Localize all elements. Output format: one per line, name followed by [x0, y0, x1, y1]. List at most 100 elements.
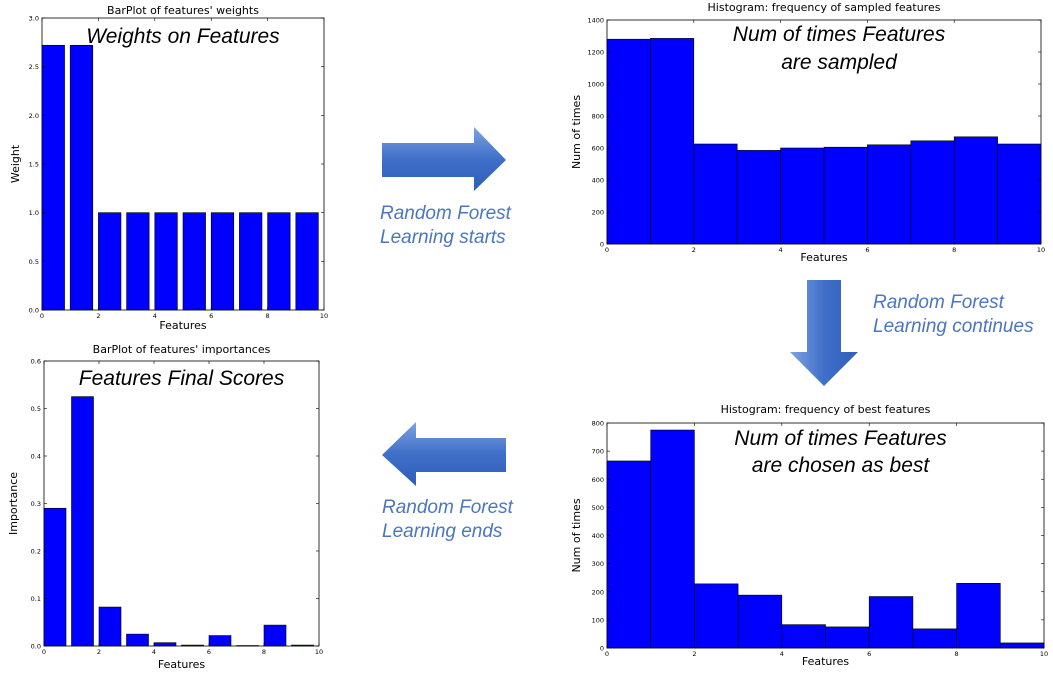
bar-5	[181, 644, 204, 647]
x-tick-label: 4	[780, 650, 784, 658]
bar-4	[781, 624, 826, 649]
bar-8	[263, 624, 287, 647]
bar-9	[997, 143, 1042, 245]
y-tick-label: 200	[592, 588, 604, 596]
x-axis-label: Features	[802, 655, 850, 668]
bar-7	[912, 628, 957, 649]
bar-6	[867, 144, 912, 245]
y-tick-label: 600	[592, 476, 604, 484]
x-tick-label: 0	[40, 312, 44, 320]
weights-chart: BarPlot of features' weights 0 2 4 6 8 10 0.0 0.…	[5, 3, 331, 332]
x-tick-label: 6	[867, 650, 871, 658]
bar-6	[208, 635, 232, 647]
bar-2	[98, 606, 122, 647]
x-tick-label: 2	[692, 246, 696, 254]
y-tick-label: 800	[592, 420, 604, 428]
y-tick-label: 0.4	[31, 453, 41, 461]
x-tick-label: 6	[209, 312, 213, 320]
chart-annotation: Num of times Features	[734, 427, 947, 450]
bar-3	[126, 633, 149, 647]
best-svg: Histogram: frequency of best features 0 2 4…	[570, 403, 1048, 668]
bar-8	[956, 583, 1001, 649]
bar-7	[910, 140, 955, 245]
x-tick-label: 6	[865, 246, 869, 254]
chart-annotation: Weights on Features	[86, 25, 280, 48]
y-tick-label: 0.0	[31, 643, 41, 651]
x-axis-label: Features	[159, 319, 207, 332]
chart-title: Histogram: frequency of best features	[721, 403, 931, 416]
y-tick-label: 300	[592, 560, 604, 568]
bar-7	[239, 212, 263, 311]
bar-4	[154, 212, 178, 311]
x-tick-label: 8	[266, 312, 270, 320]
y-tick-label: 0.5	[31, 405, 41, 413]
importances-chart: BarPlot of features' importances 0 2 4 6 8 10 0…	[5, 340, 331, 671]
bar-0	[606, 38, 651, 245]
x-axis-label: Features	[158, 658, 206, 671]
left-arrow-icon	[382, 422, 506, 486]
bar-4	[153, 642, 177, 647]
x-tick-label: 8	[952, 246, 956, 254]
y-tick-label: 700	[592, 448, 604, 456]
bar-3	[737, 594, 783, 649]
x-tick-label: 10	[320, 312, 328, 320]
x-tick-label: 6	[207, 648, 211, 656]
y-tick-label: 0.6	[31, 358, 41, 366]
bar-4	[780, 147, 825, 245]
best-chart: Histogram: frequency of best features 0 2 4…	[568, 402, 1050, 672]
y-tick-label: 100	[592, 616, 604, 624]
bar-5	[823, 146, 868, 245]
y-axis-label: Weight	[9, 144, 22, 183]
weights-svg: BarPlot of features' weights 0 2 4 6 8 10 0.0 0.…	[9, 4, 328, 332]
y-tick-label: 0.5	[29, 258, 39, 266]
x-tick-label: 0	[42, 648, 46, 656]
sampled-chart: Histogram: frequency of sampled features…	[568, 1, 1050, 265]
y-tick-label: 400	[592, 532, 604, 540]
y-axis-label: Importance	[7, 472, 20, 535]
x-tick-label: 4	[152, 648, 156, 656]
y-tick-label: 400	[592, 177, 604, 185]
chart-title: BarPlot of features' importances	[93, 343, 271, 356]
bar-1	[71, 396, 94, 647]
x-tick-label: 8	[262, 648, 266, 656]
bar-3	[126, 212, 150, 311]
y-tick-label: 1.5	[29, 161, 39, 169]
y-tick-label: 3.0	[29, 15, 39, 23]
flow-label-continue: Random Forest Learning continues	[873, 292, 1034, 337]
chart-annotation: are chosen as best	[752, 454, 931, 477]
chart-annotation: Num of times Features	[733, 23, 946, 46]
y-tick-label: 1400	[587, 17, 604, 25]
x-tick-label: 4	[779, 246, 783, 254]
x-tick-label: 10	[1040, 650, 1048, 658]
bar-6	[868, 596, 914, 649]
bar-0	[41, 44, 65, 311]
y-tick-label: 200	[592, 209, 604, 217]
bar-2	[694, 583, 739, 649]
x-tick-label: 10	[1037, 246, 1045, 254]
x-tick-label: 4	[153, 312, 157, 320]
bar-9	[291, 644, 314, 647]
chart-title: BarPlot of features' weights	[107, 4, 259, 17]
sampled-svg: Histogram: frequency of sampled features…	[570, 1, 1045, 264]
bar-8	[953, 136, 998, 245]
y-tick-label: 0	[600, 645, 604, 653]
chart-annotation: are sampled	[781, 51, 898, 74]
x-tick-label: 2	[692, 650, 696, 658]
y-tick-label: 0.0	[29, 307, 39, 315]
flow-label-end: Random Forest Learning ends	[382, 497, 513, 542]
bar-1	[69, 44, 94, 311]
y-tick-label: 0.2	[31, 548, 41, 556]
bar-2	[693, 143, 738, 245]
x-tick-label: 10	[315, 648, 323, 656]
y-tick-label: 500	[592, 504, 604, 512]
bar-5	[825, 626, 870, 649]
y-axis-label: Num of times	[570, 498, 583, 572]
bar-6	[210, 212, 235, 311]
bar-9	[999, 642, 1045, 649]
y-tick-label: 1.0	[29, 209, 39, 217]
flow-label-start: Random Forest Learning starts	[380, 203, 511, 248]
bar-3	[736, 150, 781, 245]
importances-svg: BarPlot of features' importances 0 2 4 6 8 10 0…	[7, 343, 323, 671]
y-tick-label: 2.0	[29, 112, 39, 120]
bar-5	[182, 212, 206, 311]
